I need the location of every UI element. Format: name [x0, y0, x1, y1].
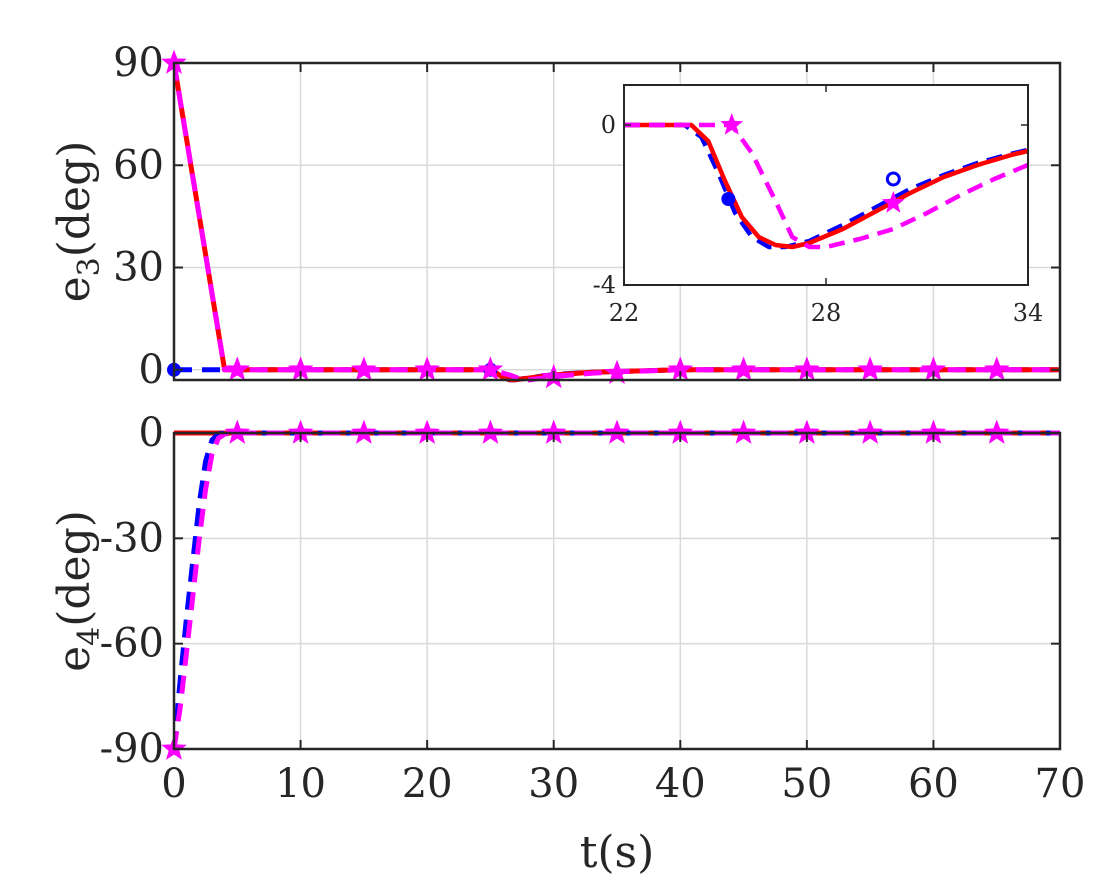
y-axis-label: e4(deg): [49, 510, 107, 672]
star-marker: [604, 359, 630, 385]
inset-series-line-1: [624, 122, 1028, 250]
inset-axes: 22 28 34 0 -4: [593, 84, 1044, 327]
y-tick-label: 60: [113, 142, 164, 188]
y-tick-label: -90: [100, 726, 164, 772]
star-marker: [730, 356, 757, 381]
plot-area: [174, 433, 1060, 749]
y-axis-label-sub: 3: [72, 257, 107, 276]
inset-x-tick-label: 28: [811, 299, 842, 327]
x-tick-label: 60: [908, 761, 959, 807]
y-axis-label: e3(deg): [49, 141, 107, 303]
x-tick-label: 70: [1035, 761, 1086, 807]
star-marker: [983, 356, 1010, 381]
y-axis-label-main: e: [49, 276, 100, 302]
x-tick-label: 0: [161, 761, 186, 807]
inset-plot-area: [624, 85, 1028, 285]
x-tick-label: 30: [528, 761, 579, 807]
y-tick-label: 90: [113, 40, 164, 86]
y-axis-label-sub: 4: [72, 627, 107, 646]
x-tick-label: 50: [781, 761, 832, 807]
y-tick-label: -30: [100, 515, 164, 561]
inset-circle-marker: [885, 171, 901, 187]
inset-y-tick-label: 0: [601, 111, 616, 139]
series-line-2: [174, 430, 1060, 750]
star-marker: [857, 356, 883, 381]
axes-frame: [172, 431, 1062, 751]
y-tick-label: 0: [139, 347, 164, 393]
x-tick-label: 20: [402, 761, 453, 807]
axes-frame: [172, 61, 1062, 382]
y-tick-label: 30: [113, 245, 164, 291]
y-tick-label: -60: [100, 621, 164, 667]
inset-markers: [720, 113, 905, 213]
inset-circle-marker: [721, 192, 736, 206]
inset-y-tick-label: -4: [593, 271, 616, 299]
x-tick-label: 10: [275, 761, 326, 807]
inset-x-tick-label: 34: [1013, 299, 1044, 327]
inset-series-line-2: [624, 122, 1028, 250]
inset-x-tick-label: 22: [609, 299, 640, 327]
inset-star-marker: [881, 191, 905, 213]
inset-series-lines: [624, 122, 1028, 250]
x-axis-label: t(s): [580, 827, 655, 878]
x-tick-label: 40: [655, 761, 706, 807]
inset-star-marker: [720, 113, 744, 135]
star-marker: [351, 356, 377, 381]
inset-series-line-0: [624, 122, 1028, 250]
star-marker: [224, 356, 251, 381]
series-lines: [174, 62, 1060, 383]
y-axis-label-unit: (deg): [49, 510, 100, 627]
y-tick-label: 0: [139, 410, 164, 456]
series-line-1: [174, 430, 1060, 750]
series-line-2: [174, 62, 1060, 383]
y-axis-label-main: e: [49, 646, 100, 672]
y-axis-label-unit: (deg): [49, 141, 100, 258]
star-marker: [477, 356, 504, 381]
